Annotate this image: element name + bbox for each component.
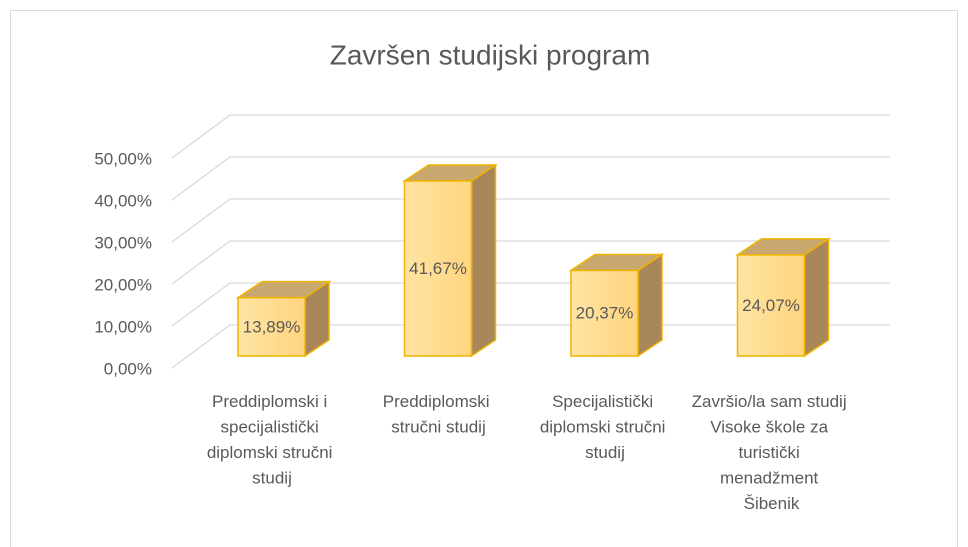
x-tick-label-line: stručni studij (391, 418, 485, 437)
data-label: 13,89% (243, 317, 301, 336)
grid-line (171, 240, 890, 285)
x-tick-label: Specijalistički diplomski stručni studij (540, 392, 670, 462)
x-tick-label: Završio/la sam studij Visoke škole za tu… (692, 392, 852, 513)
data-label: 41,67% (409, 259, 467, 278)
grid-line (171, 282, 890, 327)
x-tick-label-line: Završio/la sam studij (692, 392, 852, 411)
bar-side (470, 163, 497, 358)
x-tick-label-line: Visoke škole za (710, 418, 833, 437)
grid-line (171, 156, 890, 201)
data-label: 24,07% (742, 296, 800, 315)
y-tick-label: 0,00% (104, 359, 152, 378)
bar-side (803, 237, 830, 358)
x-tick-label-line: Preddiplomski i (212, 392, 332, 411)
chart-title: Završen studijski program (330, 39, 651, 70)
x-tick-label-line: studij (585, 443, 625, 462)
grid-line (171, 198, 890, 243)
grid-line (171, 114, 890, 159)
data-label: 20,37% (576, 304, 634, 323)
y-tick-label: 20,00% (94, 275, 152, 294)
bar (736, 254, 806, 357)
x-tick-label-line: diplomski stručni (540, 418, 670, 437)
bar (403, 180, 473, 357)
x-tick-label-line: specijalistički (221, 418, 324, 437)
x-tick-label: Preddiplomski stručni studij (383, 392, 495, 437)
x-tick-label-line: diplomski stručni (207, 443, 337, 462)
bar (570, 269, 639, 357)
x-tick-label-line: studij (252, 469, 292, 488)
x-tick-label: Preddiplomski i specijalistički diplomsk… (207, 392, 337, 488)
x-tick-label-line: Specijalistički (552, 392, 658, 411)
y-tick-label: 30,00% (94, 233, 152, 252)
grid-line (171, 324, 890, 369)
x-tick-label-line: menadžment (720, 469, 823, 488)
x-tick-label-line: Šibenik (744, 494, 800, 513)
y-tick-label: 50,00% (94, 149, 152, 168)
bar-side (637, 253, 663, 358)
y-tick-label: 10,00% (94, 317, 152, 336)
x-tick-label-line: Preddiplomski (383, 392, 495, 411)
x-tick-label-line: turistički (738, 443, 804, 462)
bar (237, 296, 306, 357)
y-tick-label: 40,00% (94, 191, 152, 210)
